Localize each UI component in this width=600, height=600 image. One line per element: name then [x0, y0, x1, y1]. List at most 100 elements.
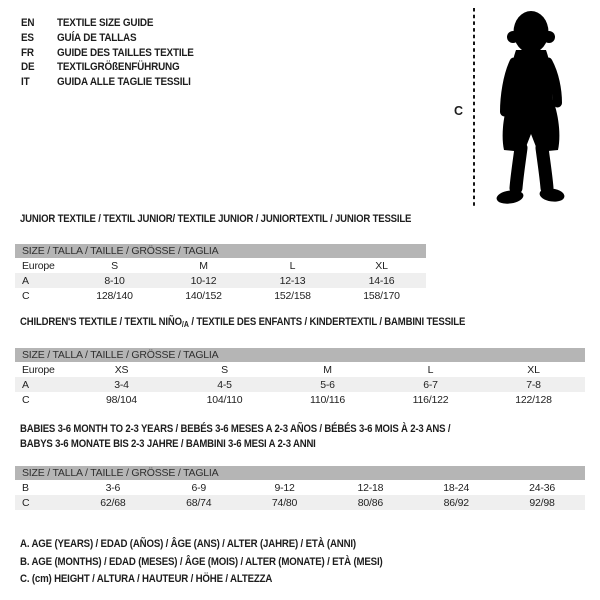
size-cell: 74/80: [271, 496, 298, 509]
size-cell: 92/98: [529, 496, 555, 509]
size-cell: XL: [375, 259, 388, 272]
size-cell: 6-7: [423, 378, 438, 391]
size-cell: 122/128: [515, 393, 552, 406]
size-cell: 4-5: [217, 378, 232, 391]
size-cell: L: [427, 363, 434, 376]
height-marker-label: C: [454, 104, 463, 118]
size-cell: S: [221, 363, 228, 376]
title-segment: / TEXTILE DES ENFANTS / KINDERTEXTIL / B…: [188, 316, 466, 328]
language-row: FR GUIDE DES TAILLES TEXTILE: [21, 45, 194, 60]
children-table-title: CHILDREN'S TEXTILE / TEXTIL NIÑO/A / TEX…: [20, 316, 512, 331]
size-cell: 6-9: [191, 481, 207, 494]
language-row: ES GUÍA DE TALLAS: [21, 31, 194, 46]
size-cell: 8-10: [104, 274, 125, 287]
size-cell: 7-8: [526, 378, 541, 391]
size-cell: XS: [114, 363, 129, 376]
babies-row-c: C 62/68 68/74 74/80 80/86 86/92 92/98: [15, 495, 585, 510]
size-cell: 98/104: [106, 393, 137, 406]
junior-table-rows: Europe S M L XL A 8-10 10-12 12-13 14-16 C 128/140 1…: [15, 258, 426, 303]
babies-size-header-bar: SIZE / TALLA / TAILLE / GRÖSSE / TAGLIA: [15, 466, 585, 480]
junior-row-c: C 128/140 140/152 152/158 158/170: [15, 288, 426, 303]
size-cell: L: [289, 259, 296, 272]
junior-title-line: JUNIOR TEXTILE / TEXTIL JUNIOR/ TEXTILE …: [20, 213, 411, 226]
size-cell: 116/122: [412, 393, 449, 406]
junior-size-header-bar: SIZE / TALLA / TAILLE / GRÖSSE / TAGLIA: [15, 244, 426, 258]
children-table-section: CHILDREN'S TEXTILE / TEXTIL NIÑO/A / TEX…: [15, 316, 585, 407]
babies-table-rows: B 3-6 6-9 9-12 12-18 18-24 24-36 C 62/68 68/74 74/…: [15, 480, 585, 510]
size-cell: 18-24: [443, 481, 470, 494]
language-title: TEXTILE SIZE GUIDE: [57, 17, 154, 30]
baby-silhouette-icon: [496, 11, 565, 204]
size-cell: 152/158: [274, 289, 311, 302]
language-row: EN TEXTILE SIZE GUIDE: [21, 16, 194, 31]
size-cell: 12-18: [357, 481, 384, 494]
babies-title-line: BABIES 3-6 MONTH TO 2-3 YEARS / BEBÉS 3-…: [20, 422, 512, 437]
row-label: C: [22, 289, 30, 302]
language-code: ES: [21, 32, 34, 45]
title-segment: CHILDREN'S TEXTILE / TEXTIL NIÑO: [20, 316, 182, 328]
row-label: C: [22, 393, 30, 406]
size-cell: 140/152: [185, 289, 222, 302]
height-dashed-line: [473, 8, 475, 207]
children-row-a: A 3-4 4-5 5-6 6-7 7-8: [15, 377, 585, 392]
size-cell: XL: [527, 363, 540, 376]
language-code: IT: [21, 76, 30, 89]
junior-table-section: JUNIOR TEXTILE / TEXTIL JUNIOR/ TEXTILE …: [15, 213, 426, 303]
size-cell: 62/68: [100, 496, 126, 509]
footnote-line: C. (cm) HEIGHT / ALTURA / HAUTEUR / HÖHE…: [20, 573, 273, 585]
language-row: IT GUIDA ALLE TAGLIE TESSILI: [21, 75, 194, 90]
footnote-line: A. AGE (YEARS) / EDAD (AÑOS) / ÂGE (ANS)…: [20, 538, 356, 550]
row-label: Europe: [22, 259, 55, 272]
title-segment: /A: [181, 320, 189, 329]
children-size-header-bar: SIZE / TALLA / TAILLE / GRÖSSE / TAGLIA: [15, 348, 585, 362]
size-cell: 24-36: [529, 481, 555, 494]
language-code: FR: [21, 46, 34, 59]
size-cell: 3-6: [105, 481, 121, 494]
size-cell: 5-6: [320, 378, 335, 391]
size-cell: 128/140: [96, 289, 133, 302]
size-cell: 104/110: [206, 393, 243, 406]
footnote-line: B. AGE (MONTHS) / EDAD (MESES) / ÂGE (MO…: [20, 555, 383, 568]
size-cell: 68/74: [186, 496, 212, 509]
row-label: B: [22, 481, 29, 494]
children-table-rows: Europe XS S M L XL A 3-4 4-5 5-6 6-7 7-8 C 98/104 104/…: [15, 362, 585, 407]
children-title-line: CHILDREN'S TEXTILE / TEXTIL NIÑO/A / TEX…: [20, 316, 512, 331]
row-label: C: [22, 496, 30, 509]
junior-table-title: JUNIOR TEXTILE / TEXTIL JUNIOR/ TEXTILE …: [20, 213, 411, 226]
size-cell: 110/116: [310, 393, 345, 406]
children-row-europe: Europe XS S M L XL: [15, 362, 585, 377]
row-label: A: [22, 274, 29, 287]
footnotes: A. AGE (YEARS) / EDAD (AÑOS) / ÂGE (ANS)…: [20, 536, 383, 589]
size-cell: 12-13: [279, 274, 306, 287]
language-title: TEXTILGRÖßENFÜHRUNG: [57, 61, 180, 74]
size-cell: 158/170: [363, 289, 400, 302]
language-code: DE: [21, 61, 35, 74]
size-cell: 10-12: [190, 274, 217, 287]
size-cell: 86/92: [443, 496, 469, 509]
babies-table-title: BABIES 3-6 MONTH TO 2-3 YEARS / BEBÉS 3-…: [20, 422, 512, 452]
size-cell: M: [199, 259, 208, 272]
title-segment: BABIES 3-6 MONTH TO 2-3 YEARS / BEBÉS 3-…: [20, 423, 451, 435]
size-cell: 3-4: [114, 378, 129, 391]
size-cell: 14-16: [368, 274, 395, 287]
babies-title-line: BABYS 3-6 MONATE BIS 2-3 JAHRE / BAMBINI…: [20, 437, 512, 452]
babies-row-b: B 3-6 6-9 9-12 12-18 18-24 24-36: [15, 480, 585, 495]
language-list: EN TEXTILE SIZE GUIDE ES GUÍA DE TALLAS FR GU…: [21, 16, 194, 89]
size-cell: 80/86: [357, 496, 384, 509]
children-row-c: C 98/104 104/110 110/116 116/122 122/128: [15, 392, 585, 407]
junior-row-a: A 8-10 10-12 12-13 14-16: [15, 273, 426, 288]
size-cell: 9-12: [274, 481, 295, 494]
language-code: EN: [21, 17, 35, 30]
babies-table-section: BABIES 3-6 MONTH TO 2-3 YEARS / BEBÉS 3-…: [15, 422, 585, 510]
size-cell: M: [323, 363, 332, 376]
junior-row-europe: Europe S M L XL: [15, 258, 426, 273]
row-label: Europe: [22, 363, 55, 376]
language-row: DE TEXTILGRÖßENFÜHRUNG: [21, 60, 194, 75]
language-title: GUÍA DE TALLAS: [57, 32, 137, 45]
row-label: A: [22, 378, 29, 391]
language-title: GUIDA ALLE TAGLIE TESSILI: [57, 76, 191, 89]
title-segment: JUNIOR TEXTILE / TEXTIL JUNIOR/ TEXTILE …: [20, 213, 412, 225]
title-segment: BABYS 3-6 MONATE BIS 2-3 JAHRE / BAMBINI…: [20, 438, 316, 450]
language-title: GUIDE DES TAILLES TEXTILE: [57, 46, 194, 59]
